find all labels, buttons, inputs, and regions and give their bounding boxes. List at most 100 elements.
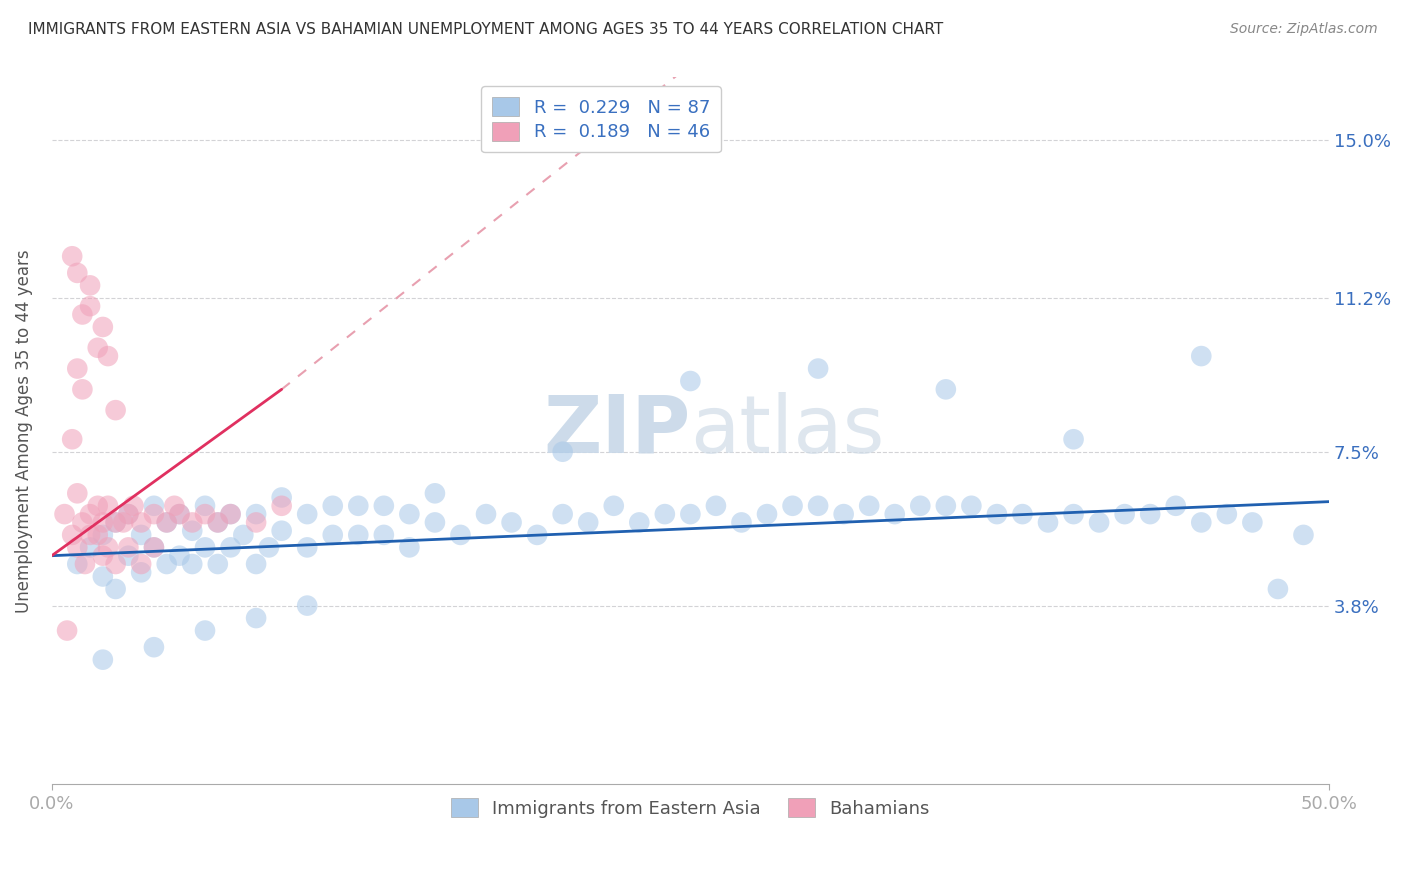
Point [112,516,135,530]
Point [270,499,292,513]
Point [104,516,127,530]
Point [87,499,110,513]
Point [181,524,204,538]
Point [97,499,120,513]
Point [1216,507,1239,521]
Point [603,499,626,513]
Point [1241,516,1264,530]
Point [347,499,370,513]
Point [960,499,983,513]
Point [66,361,89,376]
Point [219,541,242,555]
Point [257,541,280,555]
Point [194,624,217,638]
Point [117,507,139,521]
Point [79,507,101,521]
Point [60,249,83,263]
Point [194,541,217,555]
Point [807,361,830,376]
Point [104,557,127,571]
Point [129,528,152,542]
Point [117,541,139,555]
Point [53,507,76,521]
Point [935,499,957,513]
Point [142,640,165,655]
Text: Source: ZipAtlas.com: Source: ZipAtlas.com [1230,22,1378,37]
Point [270,524,292,538]
Point [194,507,217,521]
Point [104,582,127,596]
Point [219,507,242,521]
Point [142,541,165,555]
Point [423,516,446,530]
Point [986,507,1008,521]
Point [1114,507,1136,521]
Point [782,499,804,513]
Point [245,507,267,521]
Point [181,557,204,571]
Point [79,528,101,542]
Point [1088,516,1111,530]
Point [97,541,120,555]
Point [1139,507,1161,521]
Point [79,541,101,555]
Point [475,507,498,521]
Text: IMMIGRANTS FROM EASTERN ASIA VS BAHAMIAN UNEMPLOYMENT AMONG AGES 35 TO 44 YEARS : IMMIGRANTS FROM EASTERN ASIA VS BAHAMIAN… [28,22,943,37]
Point [807,499,830,513]
Point [423,486,446,500]
Point [450,528,472,542]
Point [295,541,318,555]
Point [122,499,145,513]
Point [526,528,548,542]
Point [551,444,574,458]
Point [66,486,89,500]
Point [91,320,114,334]
Point [207,557,229,571]
Point [1189,349,1212,363]
Point [156,557,179,571]
Point [163,499,186,513]
Point [60,432,83,446]
Point [1063,432,1085,446]
Point [142,507,165,521]
Point [1063,507,1085,521]
Point [169,549,191,563]
Point [181,516,204,530]
Point [79,278,101,293]
Point [679,374,702,388]
Point [66,266,89,280]
Point [322,499,344,513]
Point [156,516,179,530]
Point [398,507,420,521]
Point [1267,582,1289,596]
Point [858,499,880,513]
Point [245,516,267,530]
Point [245,611,267,625]
Point [66,557,89,571]
Point [72,308,94,322]
Point [1189,516,1212,530]
Point [72,516,94,530]
Point [373,499,395,513]
Point [91,569,114,583]
Point [91,549,114,563]
Point [156,516,179,530]
Point [232,528,254,542]
Point [104,516,127,530]
Point [1292,528,1315,542]
Point [129,557,152,571]
Point [207,516,229,530]
Point [295,507,318,521]
Point [1036,516,1059,530]
Point [91,528,114,542]
Point [373,528,395,542]
Point [66,541,89,555]
Y-axis label: Unemployment Among Ages 35 to 44 years: Unemployment Among Ages 35 to 44 years [15,249,32,613]
Point [207,516,229,530]
Point [142,499,165,513]
Point [104,403,127,417]
Point [756,507,779,521]
Point [60,528,83,542]
Point [679,507,702,521]
Point [91,516,114,530]
